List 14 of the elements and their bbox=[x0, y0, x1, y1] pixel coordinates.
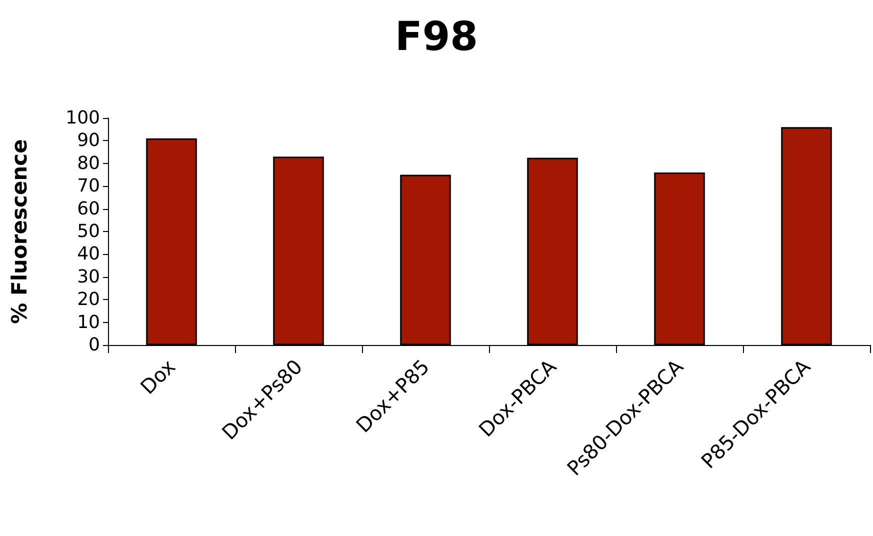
x-tick-label: Dox bbox=[136, 354, 180, 399]
y-tick-label: 70 bbox=[77, 176, 100, 197]
y-tick-label: 20 bbox=[77, 289, 100, 310]
y-tick-label: 80 bbox=[77, 152, 100, 174]
y-tick-label: 90 bbox=[77, 130, 100, 152]
y-axis-title: % Fluorescence bbox=[8, 139, 32, 324]
y-tick-label: 50 bbox=[77, 221, 100, 242]
y-tick-label: 10 bbox=[77, 312, 100, 333]
chart-title: F98 bbox=[395, 14, 478, 60]
y-tick-label: 30 bbox=[77, 266, 100, 288]
y-tick-label: 40 bbox=[77, 244, 100, 265]
y-tick-label: 100 bbox=[66, 108, 100, 128]
y-tick-label: 60 bbox=[77, 198, 100, 220]
y-tick-label: 0 bbox=[88, 334, 100, 356]
